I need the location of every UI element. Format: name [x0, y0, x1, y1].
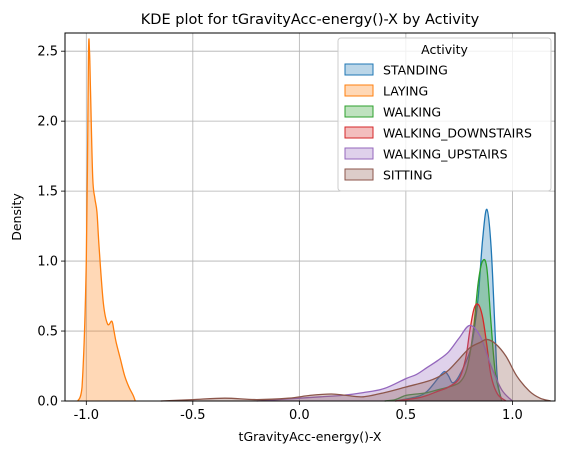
- legend-swatch-laying: [344, 84, 374, 97]
- chart-title: KDE plot for tGravityAcc-energy()-X by A…: [141, 12, 480, 28]
- y-tick-label: 0.5: [37, 325, 58, 340]
- legend-label-walking-upstairs: WALKING_UPSTAIRS: [383, 147, 508, 162]
- kde-area-walking-downstairs: [395, 303, 506, 401]
- legend-swatch-walking-upstairs: [344, 147, 374, 160]
- kde-line-walking-downstairs: [395, 303, 507, 402]
- x-tick-label: 0.5: [396, 408, 417, 423]
- legend-title: Activity: [421, 42, 468, 57]
- x-tick-label: -0.5: [180, 408, 205, 423]
- y-tick-label: 2.5: [37, 45, 58, 60]
- legend-swatch-walking-downstairs: [344, 126, 374, 139]
- kde-line-sitting: [160, 338, 551, 402]
- kde-area-walking: [384, 259, 502, 401]
- legend-label-walking: WALKING: [383, 105, 441, 120]
- legend-label-laying: LAYING: [383, 84, 428, 99]
- kde-line-walking: [384, 258, 503, 402]
- legend-label-sitting: SITTING: [383, 168, 432, 183]
- x-tick-label: 0.0: [289, 408, 310, 423]
- x-tick-label: 1.0: [502, 408, 523, 423]
- legend-items: STANDING LAYING WALKING WALKING_DOWNSTAIRS W…: [344, 63, 532, 183]
- series-layer: [77, 38, 551, 402]
- legend-box: [337, 37, 552, 192]
- kde-line-laying: [77, 38, 136, 402]
- x-tick-label: -1.0: [74, 408, 99, 423]
- kde-area-laying: [77, 38, 136, 401]
- legend-label-standing: STANDING: [383, 63, 448, 78]
- x-axis-label: tGravityAcc-energy()-X: [239, 429, 382, 444]
- kde-area-walking-upstairs: [256, 325, 513, 401]
- x-axis-ticks: -1.0 -0.5 0.0 0.5 1.0: [74, 401, 523, 423]
- y-tick-label: 2.0: [37, 115, 58, 130]
- legend-swatch-sitting: [344, 168, 374, 181]
- plot-frame: [64, 32, 556, 402]
- kde-area-sitting: [160, 339, 551, 401]
- y-tick-label: 0.0: [37, 395, 58, 410]
- y-axis-label: Density: [9, 193, 24, 241]
- y-axis-ticks: 0.0 0.5 1.0 1.5 2.0 2.5: [37, 45, 65, 410]
- kde-area-standing: [395, 209, 502, 401]
- legend-swatch-standing: [344, 63, 374, 76]
- y-tick-label: 1.5: [37, 185, 58, 200]
- kde-line-walking-upstairs: [256, 324, 513, 402]
- y-tick-label: 1.0: [37, 255, 58, 270]
- legend-swatch-walking: [344, 105, 374, 118]
- legend-label-walking-downstairs: WALKING_DOWNSTAIRS: [383, 126, 532, 141]
- legend: Activity STANDING LAYING WALKING WALKING_DO…: [337, 37, 552, 192]
